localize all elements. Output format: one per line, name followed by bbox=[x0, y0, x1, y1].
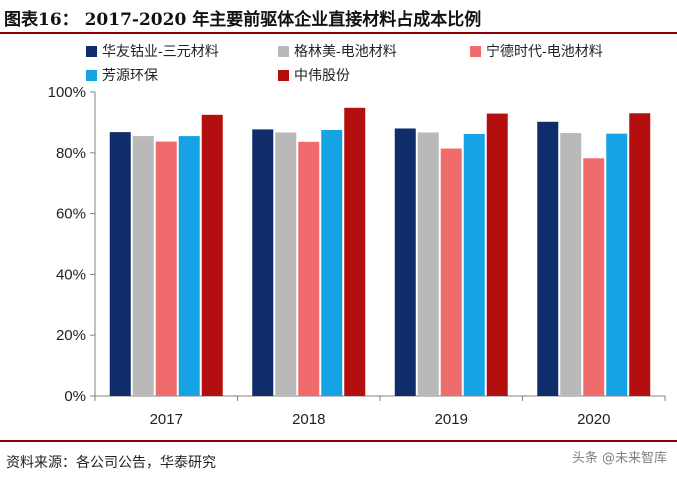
x-tick-label: 2017 bbox=[150, 411, 183, 428]
y-tick-label: 0% bbox=[64, 388, 86, 405]
legend-label: 格林美-电池材料 bbox=[294, 44, 397, 60]
x-tick-label: 2020 bbox=[577, 411, 610, 428]
source-note: 资料来源：各公司公告，华泰研究 bbox=[6, 455, 216, 471]
bar bbox=[109, 132, 131, 396]
bar bbox=[298, 141, 320, 396]
legend-swatch bbox=[470, 46, 481, 57]
legend-label: 宁德时代-电池材料 bbox=[486, 43, 603, 60]
chart-title: 图表16： 2017-2020 年主要前驱体企业直接材料占成本比例 bbox=[4, 5, 481, 30]
chart-title-text: 2017-2020 年主要前驱体企业直接材料占成本比例 bbox=[84, 10, 482, 30]
bar bbox=[583, 158, 605, 396]
bar bbox=[394, 128, 416, 396]
legend-swatch bbox=[86, 70, 97, 81]
bar bbox=[629, 113, 651, 396]
bar bbox=[463, 133, 485, 396]
bar bbox=[440, 148, 462, 396]
legend-swatch bbox=[278, 46, 289, 57]
legend-label: 华友钴业-三元材料 bbox=[102, 44, 219, 60]
x-tick-label: 2018 bbox=[292, 411, 325, 428]
figure-number: 图表16： bbox=[4, 10, 79, 30]
legend-swatch bbox=[278, 70, 289, 81]
y-tick-label: 40% bbox=[56, 266, 86, 283]
y-tick-label: 100% bbox=[48, 84, 86, 101]
bar bbox=[606, 133, 628, 396]
bar bbox=[155, 141, 177, 396]
legend-swatch bbox=[86, 46, 97, 57]
y-tick-label: 20% bbox=[56, 327, 86, 344]
bar bbox=[201, 114, 223, 397]
y-tick-label: 60% bbox=[56, 206, 86, 223]
bar bbox=[321, 130, 343, 396]
bar bbox=[344, 107, 366, 397]
legend-label: 中伟股份 bbox=[294, 68, 350, 84]
bar bbox=[486, 113, 508, 397]
bar bbox=[537, 121, 559, 397]
watermark: 头条 @未来智库 bbox=[571, 451, 667, 466]
source-bar: 资料来源：各公司公告，华泰研究 头条 @未来智库 bbox=[0, 440, 677, 478]
title-bar: 图表16： 2017-2020 年主要前驱体企业直接材料占成本比例 bbox=[0, 0, 677, 34]
legend-label: 芳源环保 bbox=[102, 67, 158, 84]
bar bbox=[560, 133, 582, 396]
bar bbox=[417, 132, 439, 396]
x-tick-label: 2019 bbox=[435, 411, 468, 428]
bar bbox=[178, 136, 200, 396]
bar bbox=[252, 129, 274, 396]
bar bbox=[275, 132, 297, 396]
y-tick-label: 80% bbox=[56, 145, 86, 162]
bar bbox=[132, 136, 154, 396]
